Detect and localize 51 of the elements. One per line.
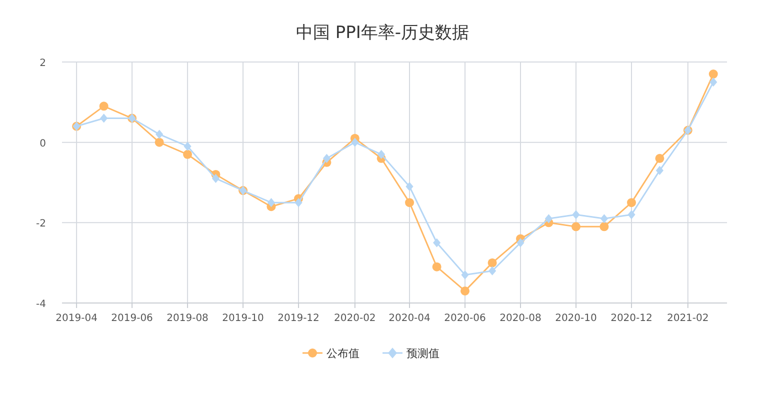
x-tick-label: 2020-04 — [388, 313, 430, 324]
x-tick-label: 2020-08 — [500, 313, 542, 324]
x-tick-label: 2019-06 — [111, 313, 153, 324]
legend-label: 预测值 — [406, 347, 440, 360]
x-tick-label: 2019-04 — [56, 313, 98, 324]
x-tick-label: 2020-02 — [334, 313, 376, 324]
chart-title: 中国 PPI年率-历史数据 — [296, 23, 470, 43]
x-tick-label: 2021-02 — [666, 313, 709, 324]
point — [628, 210, 636, 220]
point — [572, 210, 580, 220]
point — [433, 238, 441, 248]
point — [571, 222, 580, 232]
point — [708, 70, 718, 79]
x-tick-label: 2020-06 — [444, 313, 486, 324]
point — [156, 130, 164, 139]
x-tick-label: 2020-12 — [610, 313, 652, 324]
point — [488, 266, 496, 276]
point — [154, 138, 164, 147]
point — [516, 238, 524, 248]
point — [322, 154, 331, 163]
point — [378, 150, 386, 159]
y-tick-label: 0 — [40, 138, 46, 150]
point — [212, 174, 220, 184]
point — [600, 214, 608, 224]
point — [267, 198, 276, 208]
x-tick-label: 2019-08 — [166, 313, 208, 324]
point — [461, 270, 469, 280]
point — [184, 142, 192, 151]
y-tick-label: -2 — [36, 218, 46, 230]
point — [488, 258, 497, 268]
x-tick-label: 2019-10 — [222, 313, 264, 324]
legend-label: 公布值 — [326, 347, 360, 360]
point — [544, 214, 552, 224]
point — [406, 182, 414, 192]
y-tick-label: -4 — [36, 299, 46, 310]
y-tick-label: 2 — [40, 58, 46, 69]
point — [432, 262, 442, 272]
point — [294, 198, 302, 208]
point — [655, 154, 664, 163]
point — [405, 198, 414, 208]
point — [99, 102, 108, 111]
point — [656, 166, 664, 176]
point — [626, 198, 636, 208]
point — [183, 150, 192, 159]
point — [710, 78, 718, 87]
point — [351, 138, 359, 147]
point — [460, 286, 470, 296]
point — [100, 114, 108, 123]
x-tick-label: 2019-12 — [278, 313, 320, 324]
point — [600, 222, 609, 232]
x-tick-label: 2020-10 — [555, 313, 597, 324]
